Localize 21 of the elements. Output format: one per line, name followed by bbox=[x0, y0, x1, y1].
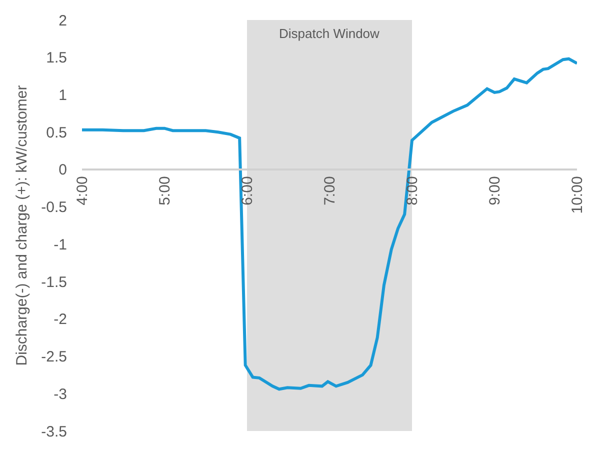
y-tick-label: 2 bbox=[58, 12, 67, 30]
y-tick-label: -1 bbox=[54, 236, 67, 254]
x-tick-label: 9:00 bbox=[486, 176, 504, 206]
x-tick-label: 10:00 bbox=[568, 176, 586, 214]
y-tick-label: -1.5 bbox=[41, 274, 67, 291]
y-tick-label: 1.5 bbox=[46, 50, 67, 67]
y-tick-label: 0 bbox=[58, 162, 67, 179]
y-tick-label: 0.5 bbox=[46, 124, 67, 142]
y-axis-title: Discharge(-) and charge (+): kW/customer bbox=[13, 85, 30, 366]
y-tick-label: -2.5 bbox=[41, 348, 67, 366]
x-tick-label: 4:00 bbox=[74, 176, 91, 206]
y-tick-label: -3.5 bbox=[41, 423, 67, 440]
x-tick-label: 5:00 bbox=[156, 176, 174, 206]
x-tick-label: 7:00 bbox=[321, 176, 338, 206]
y-tick-label: 1 bbox=[58, 86, 67, 104]
y-tick-label: -0.5 bbox=[41, 199, 67, 216]
y-tick-label: -3 bbox=[54, 386, 67, 403]
x-tick-label: 6:00 bbox=[238, 176, 256, 206]
band-label: Dispatch Window bbox=[279, 26, 380, 41]
y-tick-label: -2 bbox=[54, 311, 67, 328]
x-tick-label: 8:00 bbox=[404, 176, 421, 206]
